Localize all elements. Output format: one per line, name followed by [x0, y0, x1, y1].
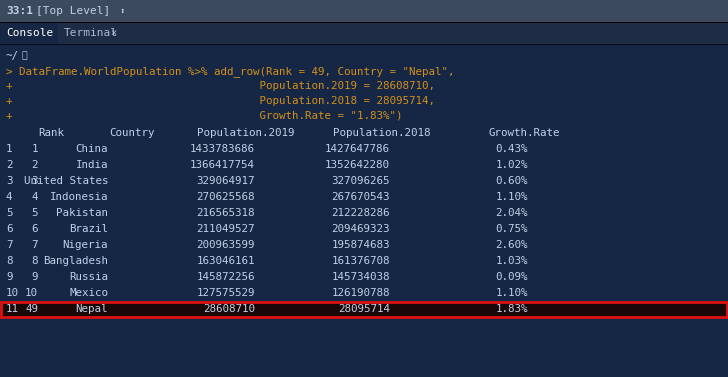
Text: ⮞: ⮞	[22, 52, 28, 60]
Text: Bangladesh: Bangladesh	[43, 256, 108, 267]
Text: 2: 2	[6, 161, 12, 170]
Text: 1: 1	[6, 144, 12, 155]
Text: Nigeria: Nigeria	[63, 241, 108, 250]
Text: Mexico: Mexico	[69, 288, 108, 299]
Text: 6: 6	[6, 224, 12, 234]
Text: 211049527: 211049527	[197, 224, 255, 234]
Text: +                                      Growth.Rate = "1.83%"): + Growth.Rate = "1.83%")	[6, 110, 403, 120]
Text: Brazil: Brazil	[69, 224, 108, 234]
Text: 1433783686: 1433783686	[190, 144, 255, 155]
Bar	[0, 22, 58, 44]
Text: 145734038: 145734038	[331, 273, 390, 282]
Text: 49: 49	[25, 305, 38, 314]
Text: 145872256: 145872256	[197, 273, 255, 282]
Text: 1352642280: 1352642280	[325, 161, 390, 170]
Text: Nepal: Nepal	[76, 305, 108, 314]
Text: India: India	[76, 161, 108, 170]
Text: 2.60%: 2.60%	[496, 241, 528, 250]
Text: 8: 8	[6, 256, 12, 267]
Text: 5: 5	[31, 208, 38, 219]
Text: 161376708: 161376708	[331, 256, 390, 267]
Text: Population.2019: Population.2019	[197, 129, 295, 138]
Text: Growth.Rate: Growth.Rate	[488, 129, 560, 138]
Text: 3: 3	[31, 176, 38, 187]
Bar	[1, 302, 727, 317]
Text: 163046161: 163046161	[197, 256, 255, 267]
Text: 1: 1	[31, 144, 38, 155]
Text: 7: 7	[31, 241, 38, 250]
Text: 126190788: 126190788	[331, 288, 390, 299]
Text: United States: United States	[23, 176, 108, 187]
Text: 127575529: 127575529	[197, 288, 255, 299]
Text: 212228286: 212228286	[331, 208, 390, 219]
Text: Russia: Russia	[69, 273, 108, 282]
Text: 10: 10	[25, 288, 38, 299]
Text: 267670543: 267670543	[331, 193, 390, 202]
Text: 270625568: 270625568	[197, 193, 255, 202]
Text: 1427647786: 1427647786	[325, 144, 390, 155]
Text: 8: 8	[31, 256, 38, 267]
Text: Population.2018: Population.2018	[333, 129, 430, 138]
Text: 10: 10	[6, 288, 19, 299]
Text: Indonesia: Indonesia	[50, 193, 108, 202]
Text: 327096265: 327096265	[331, 176, 390, 187]
Text: +                                      Population.2019 = 28608710,: + Population.2019 = 28608710,	[6, 81, 435, 91]
Text: 7: 7	[6, 241, 12, 250]
Text: > DataFrame.WorldPopulation %>% add_row(Rank = 49, Country = "Nepal",: > DataFrame.WorldPopulation %>% add_row(…	[6, 66, 454, 77]
Text: 329064917: 329064917	[197, 176, 255, 187]
Text: 9: 9	[6, 273, 12, 282]
Bar	[0, 22, 728, 44]
Text: 6: 6	[31, 224, 38, 234]
Text: Country: Country	[109, 129, 155, 138]
Text: 1.83%: 1.83%	[496, 305, 528, 314]
Text: 0.75%: 0.75%	[496, 224, 528, 234]
Text: China: China	[76, 144, 108, 155]
Text: Rank: Rank	[38, 129, 64, 138]
Text: 200963599: 200963599	[197, 241, 255, 250]
Text: 1.02%: 1.02%	[496, 161, 528, 170]
Text: Pakistan: Pakistan	[56, 208, 108, 219]
Text: 209469323: 209469323	[331, 224, 390, 234]
Text: 0.60%: 0.60%	[496, 176, 528, 187]
Text: 2.04%: 2.04%	[496, 208, 528, 219]
Text: Terminal: Terminal	[64, 28, 118, 38]
Text: 1366417754: 1366417754	[190, 161, 255, 170]
Text: ⬍: ⬍	[120, 6, 125, 15]
Text: 3: 3	[6, 176, 12, 187]
Text: 9: 9	[31, 273, 38, 282]
Text: 33:1: 33:1	[6, 6, 33, 16]
Text: 195874683: 195874683	[331, 241, 390, 250]
Text: ~/: ~/	[6, 51, 19, 61]
Text: 4: 4	[31, 193, 38, 202]
Text: Console: Console	[6, 28, 53, 38]
Text: [Top Level]: [Top Level]	[36, 6, 110, 16]
Text: 5: 5	[6, 208, 12, 219]
Text: 11: 11	[6, 305, 19, 314]
Text: 0.43%: 0.43%	[496, 144, 528, 155]
Text: 1.10%: 1.10%	[496, 193, 528, 202]
Text: 28095714: 28095714	[338, 305, 390, 314]
Text: 1.03%: 1.03%	[496, 256, 528, 267]
Text: 216565318: 216565318	[197, 208, 255, 219]
Bar	[0, 44, 728, 377]
Text: 1.10%: 1.10%	[496, 288, 528, 299]
Text: 2: 2	[31, 161, 38, 170]
Text: +                                      Population.2018 = 28095714,: + Population.2018 = 28095714,	[6, 95, 435, 106]
Text: 4: 4	[6, 193, 12, 202]
Text: ×: ×	[110, 28, 116, 38]
Text: 28608710: 28608710	[203, 305, 255, 314]
Bar	[0, 0, 728, 22]
Text: 0.09%: 0.09%	[496, 273, 528, 282]
